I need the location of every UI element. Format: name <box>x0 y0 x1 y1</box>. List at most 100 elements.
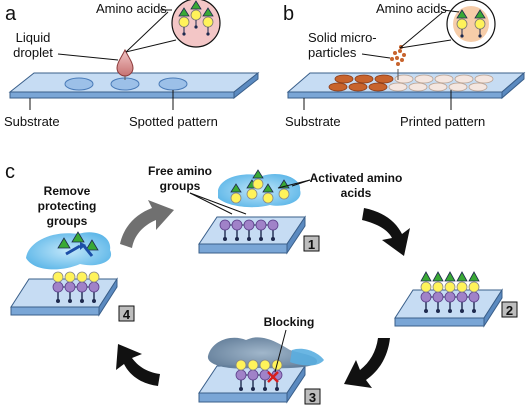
peptide-chain-step-3 <box>235 359 283 391</box>
label-liquid-a: Liquid <box>16 30 51 45</box>
step-number-1: 1 <box>308 237 315 252</box>
plate-step-2: 2 <box>394 271 518 328</box>
protecting-group <box>444 271 456 282</box>
label-particles: particles <box>308 45 357 60</box>
label-spotted-pattern: Spotted pattern <box>129 114 218 129</box>
peptide-chain-step-1 <box>219 219 279 241</box>
step-badge-1 <box>303 235 320 252</box>
activated-amino-acid <box>230 192 242 204</box>
label-solid-micro: Solid micro- <box>308 30 377 45</box>
cycle-arrow-4-to-1 <box>120 200 174 248</box>
amino-acid-yellow <box>420 281 432 293</box>
label-protecting: protecting <box>38 199 97 213</box>
printed-spot <box>328 82 348 92</box>
panel-label-b: b <box>283 3 294 25</box>
amino-acid-yellow <box>456 281 468 293</box>
step-badge-3 <box>304 388 321 405</box>
label-groups: groups <box>47 214 88 228</box>
panel-label-a: a <box>5 3 17 25</box>
amino-acid-purple <box>456 291 468 303</box>
step-number-3: 3 <box>309 390 316 405</box>
label-free-groups: groups <box>160 179 201 193</box>
label-amino-acids-b: Amino acids <box>376 1 447 16</box>
activated-amino-acid <box>278 188 290 200</box>
amino-acid-purple <box>420 291 432 303</box>
printed-pattern-spots <box>328 74 494 92</box>
protecting-group <box>456 271 468 282</box>
label-free-amino: Free amino <box>148 164 212 178</box>
step-badge-4 <box>118 305 135 322</box>
amino-acid-yellow <box>247 359 259 371</box>
plate-step-3: 3 <box>198 337 324 405</box>
printed-spot <box>454 74 474 84</box>
printed-spot <box>448 82 468 92</box>
amino-acid-purple <box>52 281 64 293</box>
printed-spot <box>434 74 454 84</box>
amino-acid-yellow <box>64 271 76 283</box>
peptide-chain-step-2 <box>420 271 480 313</box>
cycle-arrow-1-to-2 <box>362 208 410 256</box>
plate-step-1: 1 <box>198 215 320 255</box>
step-number-2: 2 <box>506 303 513 318</box>
panel-c: c 1 2 <box>5 161 518 405</box>
printed-spot <box>428 82 448 92</box>
amino-acid-yellow <box>88 271 100 283</box>
label-substrate-b: Substrate <box>285 114 341 129</box>
amino-acid-yellow <box>76 271 88 283</box>
printed-spot <box>474 74 494 84</box>
amino-acid-yellow <box>468 281 480 293</box>
amino-acids-zoom-circle-b <box>446 0 496 49</box>
cycle-arrow-3-to-4 <box>116 344 160 386</box>
printed-spot <box>354 74 374 84</box>
blocking-x-icon <box>267 371 279 383</box>
protecting-group <box>468 271 480 282</box>
amino-acid-purple <box>88 281 100 293</box>
label-droplet-a: droplet <box>13 45 53 60</box>
liquid-droplet-icon <box>116 48 134 80</box>
peptide-chain-step-4 <box>52 271 100 303</box>
label-blocking: Blocking <box>264 315 315 329</box>
printed-spot <box>388 82 408 92</box>
blocking-cloud <box>207 337 318 369</box>
amino-acid-yellow <box>432 281 444 293</box>
amino-acid-purple <box>219 219 231 231</box>
amino-acid-purple <box>468 291 480 303</box>
amino-acid-purple <box>231 219 243 231</box>
panel-a: a <box>4 0 260 129</box>
label-activated-amino: Activated amino <box>310 171 403 185</box>
step-number-4: 4 <box>123 307 131 322</box>
spotted-pattern-spots <box>64 77 188 91</box>
plate-step-4: 4 <box>10 231 135 322</box>
activated-amino-acid <box>252 178 264 190</box>
remove-cloud <box>26 232 112 270</box>
amino-acid-purple <box>76 281 88 293</box>
amino-acid-purple <box>267 219 279 231</box>
printed-spot <box>334 74 354 84</box>
printed-spot <box>394 74 414 84</box>
printed-spot <box>468 82 488 92</box>
activated-amino-acids-cloud <box>218 169 301 208</box>
protecting-group <box>420 271 432 282</box>
amino-acid-yellow <box>259 359 271 371</box>
protecting-groups-leaving <box>57 231 99 257</box>
panel-b: b <box>283 0 526 129</box>
amino-acid-purple <box>432 291 444 303</box>
label-printed-pattern: Printed pattern <box>400 114 485 129</box>
amino-acid-yellow <box>235 359 247 371</box>
amino-acid-yellow <box>444 281 456 293</box>
protecting-group <box>432 271 444 282</box>
label-substrate-a: Substrate <box>4 114 60 129</box>
step-badge-2 <box>501 301 518 318</box>
label-activated-acids: acids <box>341 186 372 200</box>
activated-amino-acid <box>262 192 274 204</box>
amino-acid-purple <box>243 219 255 231</box>
activated-amino-acid <box>246 188 258 200</box>
panel-label-c: c <box>5 161 15 183</box>
printed-spot <box>348 82 368 92</box>
amino-acids-zoom-circle-a <box>171 0 221 48</box>
amino-acid-purple <box>255 219 267 231</box>
printed-spot <box>414 74 434 84</box>
label-amino-acids-a: Amino acids <box>96 1 167 16</box>
label-remove: Remove <box>44 184 91 198</box>
